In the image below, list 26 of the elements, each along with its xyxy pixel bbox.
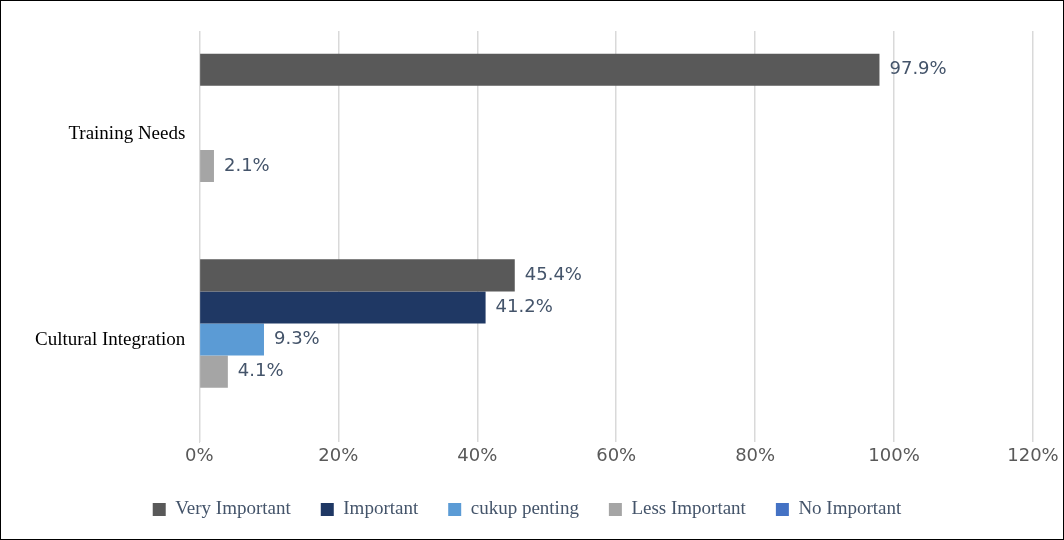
x-tick-label: 60%: [596, 443, 637, 465]
bar: [200, 149, 214, 182]
y-tick-label: Cultural Integration: [34, 327, 186, 349]
data-label: 45.4%: [524, 263, 582, 285]
x-tick-label: 40%: [457, 443, 498, 465]
legend-label: cukup penting: [470, 497, 580, 519]
x-tick-label: 20%: [318, 443, 359, 465]
bar: [200, 355, 228, 388]
bar: [200, 291, 486, 324]
legend-label: Important: [343, 497, 419, 519]
data-label: 9.3%: [273, 327, 320, 349]
x-tick-label: 120%: [1007, 443, 1059, 465]
x-tick-label: 0%: [185, 443, 214, 465]
legend-label: Less Important: [631, 497, 747, 519]
bar: [200, 323, 264, 356]
bar: [200, 53, 880, 86]
x-tick-label: 80%: [735, 443, 776, 465]
data-label: 97.9%: [889, 57, 947, 79]
legend-label: Very Important: [175, 497, 292, 519]
legend-label: No Important: [798, 497, 902, 519]
data-label: 4.1%: [237, 359, 284, 381]
data-label: 2.1%: [223, 153, 270, 175]
data-label: 41.2%: [495, 295, 553, 317]
bar: [200, 259, 515, 292]
y-tick-label: Training Needs: [68, 121, 186, 143]
x-tick-label: 100%: [868, 443, 920, 465]
